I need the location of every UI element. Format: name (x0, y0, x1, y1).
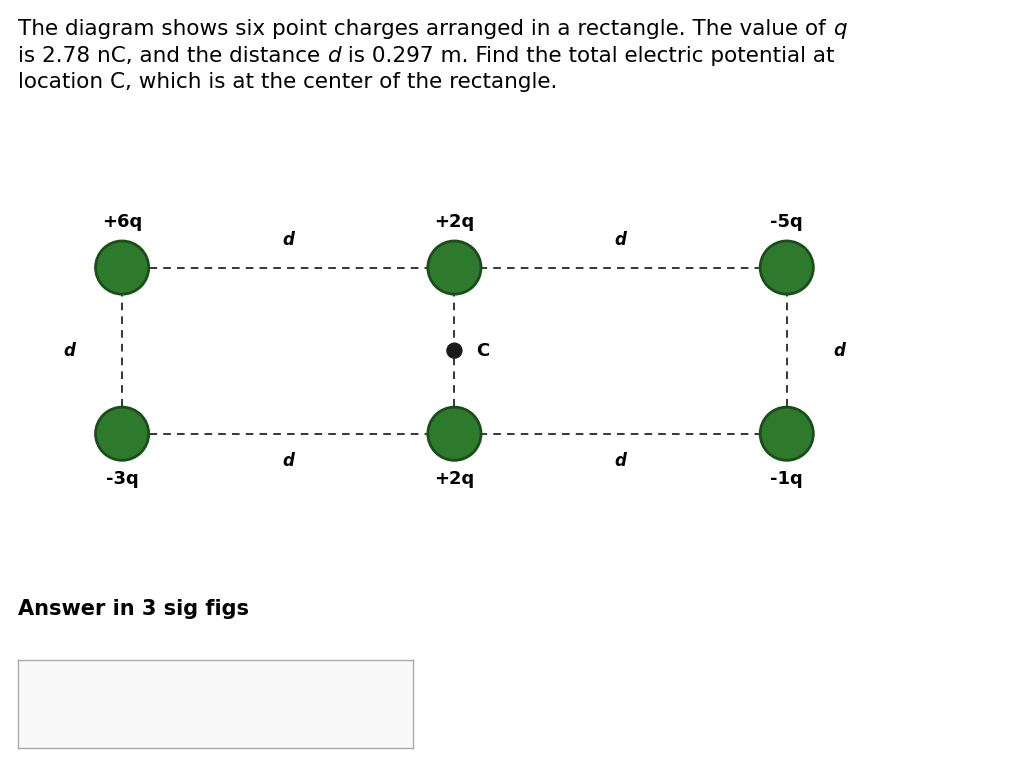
Text: location C, which is at the center of the rectangle.: location C, which is at the center of th… (18, 72, 558, 92)
Circle shape (428, 241, 481, 295)
Text: is 0.297 m. Find the total electric potential at: is 0.297 m. Find the total electric pote… (341, 46, 835, 66)
Circle shape (428, 407, 481, 460)
Text: +6q: +6q (102, 213, 142, 231)
Text: C: C (476, 342, 489, 359)
Text: d: d (614, 452, 627, 470)
Text: -5q: -5q (770, 213, 803, 231)
Text: d: d (614, 231, 627, 250)
Text: d: d (834, 342, 845, 359)
Text: Answer in 3 sig figs: Answer in 3 sig figs (18, 599, 250, 619)
Text: +2q: +2q (434, 470, 474, 488)
Circle shape (760, 407, 813, 460)
Text: d: d (283, 231, 294, 250)
Circle shape (446, 343, 462, 358)
Text: -3q: -3q (105, 470, 138, 488)
Text: d: d (328, 46, 341, 66)
Circle shape (760, 241, 813, 295)
Text: q: q (834, 19, 847, 39)
Circle shape (95, 241, 148, 295)
Text: is 2.78 nC, and the distance: is 2.78 nC, and the distance (18, 46, 328, 66)
Text: d: d (283, 452, 294, 470)
Text: d: d (63, 342, 76, 359)
Text: The diagram shows six point charges arranged in a rectangle. The value of: The diagram shows six point charges arra… (18, 19, 834, 39)
Text: -1q: -1q (770, 470, 803, 488)
Text: +2q: +2q (434, 213, 474, 231)
Circle shape (95, 407, 148, 460)
